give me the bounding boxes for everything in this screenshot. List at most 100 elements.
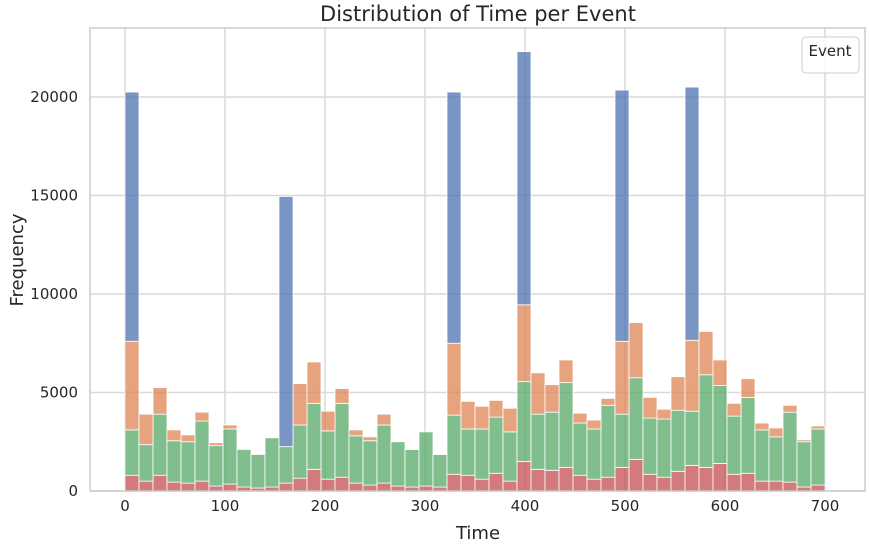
bar-series-red-bin-18 xyxy=(376,482,392,492)
bar-series-green-bin-12 xyxy=(292,424,308,479)
x-tick-label: 500 xyxy=(611,497,640,515)
bar-series-orange-bin-14 xyxy=(320,410,336,432)
bar-series-orange-bin-40 xyxy=(684,339,700,412)
bar-series-green-bin-4 xyxy=(180,441,196,484)
bar-series-red-bin-26 xyxy=(488,472,504,492)
bar-series-red-bin-5 xyxy=(194,480,210,492)
bar-series-green-bin-6 xyxy=(208,445,224,487)
bar-series-orange-bin-0 xyxy=(124,340,140,431)
bar-series-red-bin-27 xyxy=(502,480,518,492)
bar-series-red-bin-29 xyxy=(530,468,546,492)
bar-series-orange-bin-15 xyxy=(334,388,350,404)
legend-box xyxy=(801,36,860,74)
bar-series-green-bin-37 xyxy=(642,417,658,475)
bar-series-red-bin-32 xyxy=(572,474,588,492)
bar-series-green-bin-41 xyxy=(698,374,714,468)
bar-series-orange-bin-16 xyxy=(348,429,364,437)
bar-series-green-bin-34 xyxy=(600,404,616,478)
bar-series-green-bin-23 xyxy=(446,414,462,475)
bar-series-red-bin-15 xyxy=(334,476,350,492)
bar-series-red-bin-28 xyxy=(516,461,532,492)
bar-series-orange-bin-45 xyxy=(754,422,770,431)
x-axis-label: Time xyxy=(455,523,500,544)
bar-series-green-bin-10 xyxy=(264,437,280,488)
bar-series-green-bin-18 xyxy=(376,424,392,484)
x-tick-label: 200 xyxy=(311,497,340,515)
bar-series-red-bin-41 xyxy=(698,466,714,492)
x-tick-label: 0 xyxy=(120,497,130,515)
bar-series-orange-bin-34 xyxy=(600,397,616,406)
bar-series-green-bin-25 xyxy=(474,428,490,480)
bar-series-orange-bin-26 xyxy=(488,399,504,418)
bar-series-green-bin-1 xyxy=(138,444,154,482)
bar-series-red-bin-24 xyxy=(460,474,476,492)
bar-series-green-bin-27 xyxy=(502,431,518,482)
bar-series-green-bin-43 xyxy=(726,415,742,475)
bar-series-red-bin-1 xyxy=(138,480,154,492)
bar-series-orange-bin-30 xyxy=(544,384,560,413)
bar-series-orange-bin-13 xyxy=(306,361,322,404)
bar-series-green-bin-2 xyxy=(152,413,168,476)
bar-series-red-bin-33 xyxy=(586,478,602,492)
bar-series-orange-bin-48 xyxy=(796,439,812,443)
bar-series-orange-bin-28 xyxy=(516,304,532,383)
bar-series-red-bin-12 xyxy=(292,477,308,492)
bar-series-orange-bin-46 xyxy=(768,427,784,438)
bar-series-red-bin-7 xyxy=(222,483,238,492)
bar-series-orange-bin-17 xyxy=(362,436,378,442)
bar-series-green-bin-0 xyxy=(124,429,140,476)
bar-series-red-bin-43 xyxy=(726,473,742,492)
bar-series-green-bin-19 xyxy=(390,441,406,487)
bar-series-orange-bin-25 xyxy=(474,405,490,430)
bar-series-orange-bin-9 xyxy=(250,453,266,455)
bar-series-green-bin-46 xyxy=(768,436,784,482)
bar-series-blue-bin-35 xyxy=(614,89,630,342)
x-tick-label: 400 xyxy=(511,497,540,515)
bar-series-orange-bin-49 xyxy=(810,425,826,430)
y-tick-label: 0 xyxy=(68,482,78,500)
bar-series-green-bin-33 xyxy=(586,428,602,480)
bar-series-green-bin-44 xyxy=(740,397,756,474)
bar-series-orange-bin-24 xyxy=(460,400,476,430)
bar-series-green-bin-5 xyxy=(194,420,210,482)
bar-series-blue-bin-40 xyxy=(684,86,700,341)
bar-series-green-bin-32 xyxy=(572,422,588,476)
bar-series-orange-bin-7 xyxy=(222,424,238,430)
bar-series-red-bin-45 xyxy=(754,480,770,492)
bar-series-orange-bin-6 xyxy=(208,442,224,447)
bar-series-red-bin-36 xyxy=(628,459,644,492)
bar-series-green-bin-8 xyxy=(236,449,252,488)
bar-series-orange-bin-43 xyxy=(726,402,742,417)
bar-series-red-bin-0 xyxy=(124,474,140,492)
bar-series-red-bin-23 xyxy=(446,473,462,492)
bar-series-blue-bin-0 xyxy=(124,91,140,342)
legend: Event xyxy=(801,36,860,74)
bar-series-red-bin-16 xyxy=(348,482,364,492)
bar-series-orange-bin-3 xyxy=(166,429,182,442)
bar-series-green-bin-26 xyxy=(488,416,504,474)
bar-series-green-bin-36 xyxy=(628,377,644,460)
bar-series-green-bin-9 xyxy=(250,454,266,489)
bar-series-orange-bin-18 xyxy=(376,413,392,426)
x-tick-label: 100 xyxy=(211,497,240,515)
bar-series-green-bin-17 xyxy=(362,440,378,486)
bar-series-orange-bin-41 xyxy=(698,331,714,376)
x-tick-label: 600 xyxy=(711,497,740,515)
bar-series-orange-bin-35 xyxy=(614,340,630,415)
bar-series-orange-bin-36 xyxy=(628,322,644,379)
bar-series-orange-bin-39 xyxy=(670,376,686,411)
x-tick-label: 700 xyxy=(811,497,840,515)
bar-series-blue-bin-11 xyxy=(278,196,294,448)
ticks-layer: 0 100 200 300 400 500 600 700 0 5000 10000 15000 200… xyxy=(30,88,839,515)
bar-series-orange-bin-23 xyxy=(446,342,462,416)
bar-series-orange-bin-27 xyxy=(502,407,518,433)
bar-series-red-bin-13 xyxy=(306,468,322,492)
bar-series-orange-bin-5 xyxy=(194,411,210,422)
bar-series-green-bin-24 xyxy=(460,428,476,476)
bar-series-orange-bin-31 xyxy=(558,359,574,384)
bar-series-red-bin-40 xyxy=(684,464,700,492)
bar-series-green-bin-28 xyxy=(516,381,532,462)
bar-series-green-bin-38 xyxy=(656,418,672,478)
bar-series-red-bin-11 xyxy=(278,482,294,492)
